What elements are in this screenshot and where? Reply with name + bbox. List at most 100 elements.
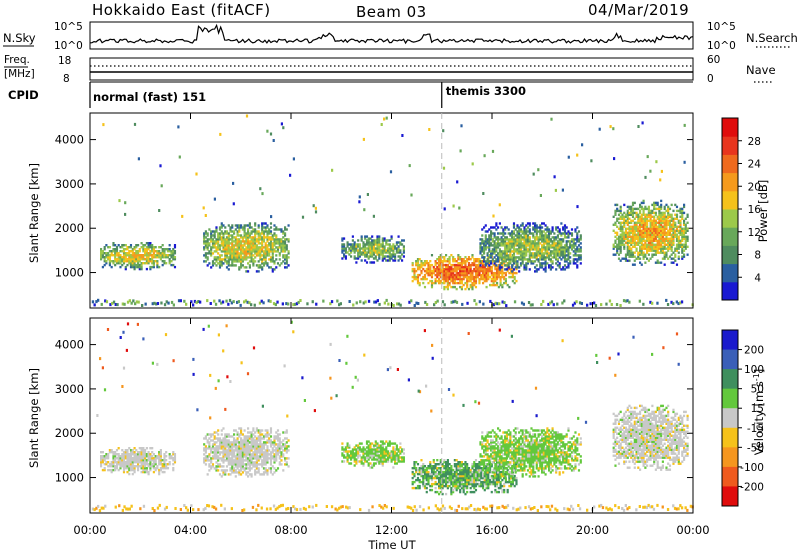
- echo-cell: [172, 252, 175, 255]
- echo-cell: [215, 264, 218, 267]
- echo-cell: [577, 240, 581, 243]
- echo-cell: [133, 461, 136, 464]
- echo-cell: [149, 267, 152, 271]
- echo-cell: [555, 248, 558, 251]
- echo-cell: [224, 441, 227, 444]
- echo-cell: [217, 437, 220, 440]
- echo-cell: [608, 299, 612, 303]
- echo-cell: [480, 267, 483, 271]
- echo-cell: [129, 449, 133, 452]
- echo-cell: [244, 299, 248, 303]
- echo-cell: [432, 267, 435, 271]
- echo-cell: [231, 447, 234, 450]
- echo-cell: [640, 247, 643, 250]
- echo-cell: [628, 233, 631, 236]
- echo-cell: [504, 240, 507, 243]
- echo-cell: [268, 266, 271, 269]
- echo-cell: [635, 249, 638, 252]
- echo-cell: [348, 450, 351, 453]
- echo-cell: [656, 201, 659, 205]
- echo-cell: [459, 149, 462, 153]
- echo-cell: [122, 455, 126, 458]
- echo-cell: [562, 232, 565, 235]
- echo-cell: [434, 277, 437, 281]
- echo-cell: [521, 222, 524, 225]
- echo-cell: [630, 229, 633, 232]
- echo-cell: [679, 221, 682, 224]
- echo-cell: [218, 254, 222, 257]
- echo-cell: [518, 244, 521, 247]
- echo-cell: [516, 230, 519, 233]
- echo-cell: [133, 246, 136, 249]
- echo-cell: [549, 244, 552, 247]
- echo-cell: [402, 255, 405, 258]
- echo-cell: [250, 439, 253, 442]
- echo-cell: [548, 256, 551, 259]
- echo-cell: [268, 244, 271, 247]
- echo-cell: [341, 446, 344, 449]
- echo-cell: [285, 238, 288, 241]
- echo-cell: [114, 453, 117, 456]
- echo-cell: [147, 260, 150, 263]
- echo-cell: [211, 443, 215, 446]
- echo-cell: [651, 227, 654, 230]
- echo-cell: [512, 240, 516, 243]
- echo-cell: [576, 250, 579, 253]
- echo-cell: [204, 252, 207, 255]
- echo-cell: [129, 244, 133, 247]
- echo-cell: [128, 262, 131, 265]
- echo-cell: [264, 435, 267, 438]
- echo-cell: [486, 252, 489, 255]
- echo-cell: [553, 244, 556, 247]
- echo-cell: [282, 469, 285, 472]
- echo-cell: [637, 241, 640, 244]
- echo-cell: [269, 232, 273, 235]
- echo-cell: [172, 250, 175, 253]
- echo-cell: [206, 433, 209, 436]
- echo-cell: [137, 465, 140, 468]
- echo-cell: [548, 230, 551, 233]
- echo-cell: [227, 238, 230, 241]
- echo-cell: [213, 441, 216, 444]
- echo-cell: [612, 127, 615, 131]
- echo-cell: [247, 242, 250, 245]
- echo-cell: [537, 254, 540, 257]
- echo-cell: [441, 281, 444, 285]
- echo-cell: [661, 239, 664, 242]
- echo-cell: [259, 258, 262, 261]
- echo-cell: [145, 467, 148, 470]
- echo-cell: [348, 446, 351, 449]
- echo-cell: [544, 246, 547, 249]
- echo-cell: [282, 453, 285, 456]
- echo-cell: [569, 244, 572, 247]
- echo-cell: [227, 473, 230, 476]
- echo-cell: [624, 241, 628, 244]
- echo-cell: [121, 457, 124, 460]
- echo-cell: [114, 461, 117, 464]
- echo-cell: [577, 230, 581, 233]
- echo-cell: [670, 215, 673, 218]
- echo-cell: [137, 254, 140, 257]
- echo-cell: [350, 245, 353, 248]
- echo-cell: [117, 254, 120, 257]
- echo-cell: [250, 473, 253, 476]
- echo-cell: [248, 463, 251, 466]
- echo-cell: [572, 250, 575, 253]
- echo-cell: [686, 227, 689, 230]
- echo-cell: [525, 236, 528, 239]
- echo-cell: [112, 451, 115, 454]
- echo-cell: [168, 258, 171, 261]
- echo-cell: [686, 229, 689, 232]
- echo-cell: [532, 228, 535, 231]
- echo-cell: [236, 252, 239, 255]
- echo-cell: [518, 238, 521, 241]
- echo-cell: [665, 215, 668, 218]
- echo-cell: [140, 465, 143, 468]
- echo-cell: [666, 303, 670, 306]
- echo-cell: [151, 258, 154, 261]
- echo-cell: [497, 236, 500, 239]
- echo-cell: [259, 266, 262, 269]
- echo-cell: [147, 262, 150, 265]
- echo-cell: [138, 267, 141, 271]
- echo-cell: [507, 246, 510, 249]
